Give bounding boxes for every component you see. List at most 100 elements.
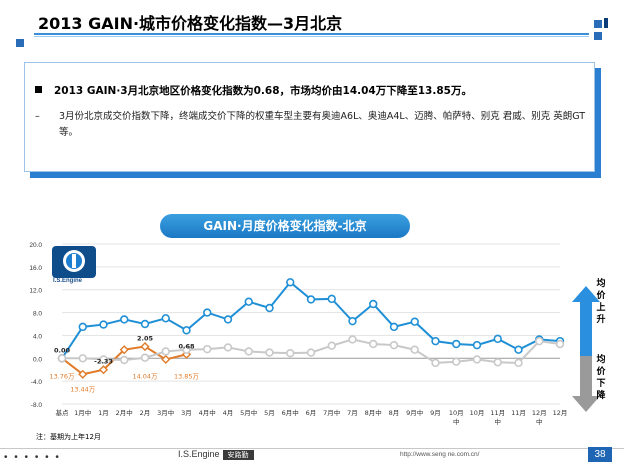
x-axis-ticks: 基点 1月中 1月 2月中 2月 3月中 3月 4月中 4月 5月中 5月 6月中 6月 7月中 7月 8月中…	[56, 408, 568, 426]
side-label-char: 价	[596, 291, 606, 301]
data-point	[306, 348, 316, 357]
data-label: 2.05	[137, 335, 154, 343]
x-tick-label: 1月	[98, 409, 109, 417]
data-point	[452, 339, 461, 349]
decorative-square	[594, 20, 602, 28]
data-point	[327, 294, 336, 304]
data-point	[286, 348, 295, 358]
chart-footnote: 注：基期为上年12月	[36, 433, 101, 441]
data-point	[410, 345, 419, 354]
data-point	[410, 317, 419, 326]
data-point	[244, 297, 253, 306]
x-tick-label: 7月	[347, 409, 358, 417]
decorative-square	[16, 39, 24, 47]
data-label: 13.44万	[70, 386, 96, 394]
x-tick-label: 2月	[140, 409, 151, 417]
x-tick-label: 12月中	[532, 409, 547, 426]
data-point	[161, 354, 171, 365]
data-point	[431, 358, 440, 368]
x-tick-label: 9月中	[406, 408, 423, 417]
data-point	[57, 354, 67, 363]
footer-dots: • • • • • •	[4, 452, 61, 463]
data-label: 13.85万	[174, 372, 200, 380]
is-engine-logo-icon	[52, 246, 96, 278]
data-point	[161, 314, 170, 323]
down-arrow-icon	[572, 356, 600, 412]
data-label: -2.33	[94, 358, 113, 366]
data-point	[514, 358, 523, 368]
data-label: 0.00	[54, 346, 71, 354]
data-point	[535, 336, 544, 346]
data-point	[348, 316, 357, 326]
data-point	[389, 322, 399, 332]
data-point	[472, 340, 482, 350]
y-tick-label: 12.0	[29, 288, 42, 295]
x-tick-label: 4月中	[199, 408, 216, 417]
x-tick-label: 10月	[470, 409, 485, 417]
chart-annotations: 0.00 -2.33 2.05 0.68 13.76万 13.44万 14.04万 13.85…	[49, 335, 199, 394]
chart-series	[57, 278, 565, 379]
x-tick-label: 6月中	[282, 408, 299, 417]
data-point	[78, 369, 88, 379]
side-label-char: 价	[596, 367, 606, 377]
x-tick-label: 11月中	[490, 409, 505, 426]
footer-badge: 安路勤	[222, 450, 254, 460]
logo-label: I.S.Engine	[53, 278, 83, 284]
data-point	[161, 347, 170, 356]
side-label-up: 均 价 上 升	[586, 278, 616, 326]
x-tick-label: 1月中	[74, 408, 91, 417]
title-rule	[34, 33, 589, 35]
data-label: 14.04万	[132, 372, 158, 380]
decorative-square	[594, 32, 602, 40]
summary-box: 2013 GAIN·3月北京地区价格变化指数为0.68，市场均价由14.04万下…	[24, 62, 595, 172]
side-label-down: 均 价 下 降	[586, 354, 616, 402]
data-point	[493, 358, 502, 367]
x-tick-label: 10月中	[449, 409, 464, 426]
data-point	[493, 334, 502, 344]
summary-detail: – 3月份北京成交价指数下降，终端成交价下降的权重车型主要有奥迪A6L、奥迪A4…	[35, 109, 590, 141]
data-point	[181, 349, 192, 359]
data-point	[431, 336, 440, 346]
page-title: 2013 GAIN·城市价格变化指数—3月北京	[38, 14, 343, 33]
data-point	[286, 278, 295, 287]
data-point	[99, 320, 108, 329]
y-tick-label: -8.0	[31, 402, 43, 409]
side-label-char: 下	[596, 379, 606, 389]
data-point	[514, 345, 523, 354]
x-tick-label: 5月中	[240, 408, 257, 417]
y-tick-label: 0.0	[33, 356, 42, 363]
data-point	[119, 345, 129, 355]
x-tick-label: 11月	[511, 409, 526, 417]
data-point	[452, 357, 461, 366]
summary-headline: 2013 GAIN·3月北京地区价格变化指数为0.68，市场均价由14.04万下…	[35, 83, 472, 98]
page-number: 38	[588, 447, 612, 462]
x-tick-label: 12月	[553, 409, 568, 417]
decorative-bar	[604, 18, 608, 28]
x-tick-label: 7月中	[323, 408, 340, 417]
x-tick-label: 3月	[181, 409, 192, 417]
chart-title: GAIN·月度价格变化指数-北京	[160, 214, 410, 238]
side-label-char: 均	[596, 355, 606, 365]
x-tick-label: 4月	[223, 409, 234, 417]
data-point	[120, 355, 129, 365]
data-point	[203, 344, 212, 354]
x-tick-label: 8月	[389, 409, 400, 417]
y-tick-label: 20.0	[29, 242, 42, 249]
x-tick-label: 5月	[264, 409, 275, 417]
y-tick-label: 8.0	[33, 311, 42, 318]
data-point	[182, 345, 191, 354]
footer-url[interactable]: http://www.seng ne.com.cn/	[400, 451, 480, 458]
footer-brand-name: I.S.Engine	[178, 449, 220, 459]
data-point	[306, 295, 316, 304]
side-label-char: 均	[596, 279, 606, 289]
down-arrow-shape	[572, 356, 600, 412]
up-arrow-shape	[572, 286, 600, 356]
title-rule-thin	[34, 36, 589, 37]
x-tick-label: 9月	[430, 409, 441, 417]
side-label-char: 升	[596, 315, 606, 325]
up-arrow-icon	[572, 286, 600, 356]
data-point	[244, 347, 253, 356]
y-axis-ticks: -8.0 -4.0 0.0 4.0 8.0 12.0 16.0 20.0	[29, 242, 42, 409]
data-point	[327, 341, 336, 350]
